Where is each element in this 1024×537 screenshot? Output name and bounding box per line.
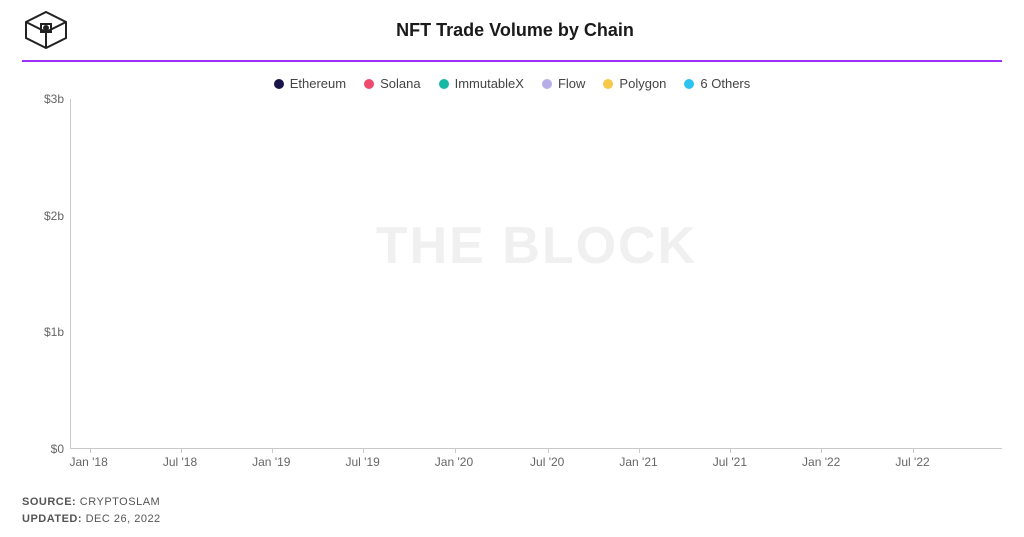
x-tick-label: Jan '22 — [802, 455, 840, 469]
legend-label: Flow — [558, 76, 585, 91]
legend-label: Solana — [380, 76, 420, 91]
legend-swatch-icon — [542, 79, 552, 89]
chart-title: NFT Trade Volume by Chain — [28, 20, 1002, 41]
chart-footer: SOURCE: CRYPTOSLAM UPDATED: DEC 26, 2022 — [22, 494, 161, 527]
legend-label: 6 Others — [700, 76, 750, 91]
y-tick-label: $0 — [22, 442, 64, 456]
legend-item[interactable]: ImmutableX — [439, 76, 524, 91]
x-tick-label: Jan '19 — [252, 455, 290, 469]
updated-value: DEC 26, 2022 — [86, 513, 161, 525]
legend-swatch-icon — [603, 79, 613, 89]
legend-item[interactable]: Polygon — [603, 76, 666, 91]
x-tick-label: Jul '19 — [345, 455, 379, 469]
y-tick-label: $1b — [22, 325, 64, 339]
x-tick-label: Jul '21 — [713, 455, 747, 469]
legend-swatch-icon — [684, 79, 694, 89]
legend-label: ImmutableX — [455, 76, 524, 91]
legend-label: Ethereum — [290, 76, 346, 91]
x-tick-label: Jul '22 — [895, 455, 929, 469]
x-axis-labels: Jan '18 Jul '18 Jan '19 Jul '19 Jan '20 Jul '… — [70, 449, 1002, 473]
chart-plot-area: THE BLOCK — [70, 99, 1002, 449]
chart-legend: Ethereum Solana ImmutableX Flow Polygon 6 Oth… — [0, 62, 1024, 99]
y-axis-labels: $0$1b$2b$3b — [22, 99, 70, 449]
x-tick-label: Jan '20 — [435, 455, 473, 469]
x-tick-label: Jan '18 — [69, 455, 107, 469]
updated-label: UPDATED: — [22, 513, 82, 525]
x-tick-label: Jul '18 — [163, 455, 197, 469]
legend-label: Polygon — [619, 76, 666, 91]
stacked-bars — [71, 99, 1002, 448]
legend-swatch-icon — [274, 79, 284, 89]
legend-swatch-icon — [439, 79, 449, 89]
y-tick-label: $3b — [22, 92, 64, 106]
chart-header: NFT Trade Volume by Chain — [0, 0, 1024, 56]
x-tick-label: Jul '20 — [530, 455, 564, 469]
chart-container: $0$1b$2b$3b THE BLOCK Jan '18Jul '18Jan … — [22, 99, 1002, 473]
y-tick-label: $2b — [22, 209, 64, 223]
source-value: CRYPTOSLAM — [80, 496, 160, 508]
source-label: SOURCE: — [22, 496, 76, 508]
legend-item[interactable]: Ethereum — [274, 76, 346, 91]
legend-item[interactable]: Flow — [542, 76, 585, 91]
x-tick-label: Jan '21 — [619, 455, 657, 469]
legend-item[interactable]: Solana — [364, 76, 420, 91]
legend-swatch-icon — [364, 79, 374, 89]
legend-item[interactable]: 6 Others — [684, 76, 750, 91]
